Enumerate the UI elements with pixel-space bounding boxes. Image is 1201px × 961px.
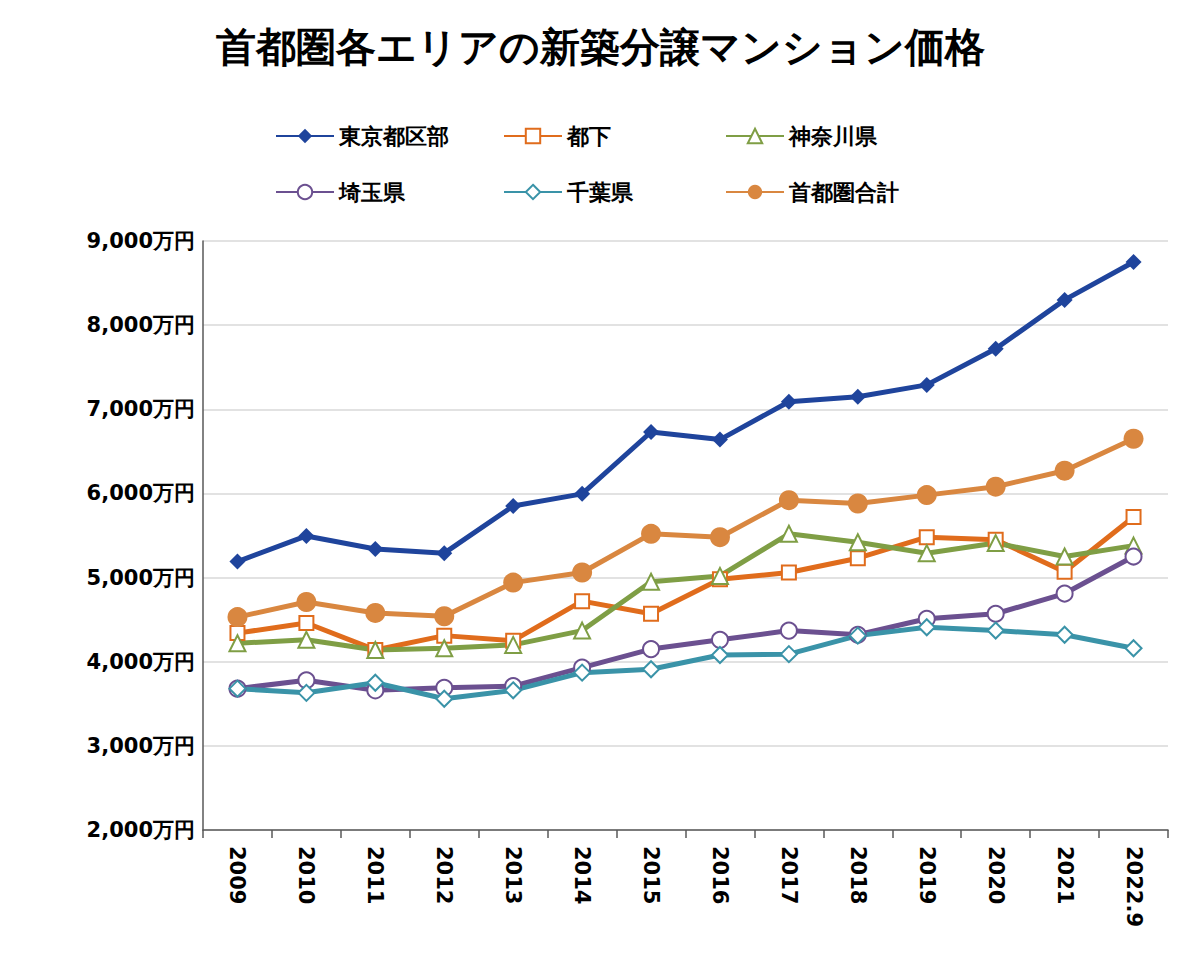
svg-text:2,000万円: 2,000万円 (87, 818, 195, 842)
svg-text:2012: 2012 (432, 846, 456, 904)
svg-text:東京都区部: 東京都区部 (338, 124, 449, 149)
svg-text:2016: 2016 (708, 846, 732, 904)
svg-text:2017: 2017 (777, 846, 801, 904)
svg-text:2009: 2009 (225, 846, 249, 904)
svg-text:神奈川県: 神奈川県 (788, 124, 878, 149)
svg-text:2014: 2014 (570, 846, 594, 904)
svg-text:埼玉県: 埼玉県 (338, 180, 406, 205)
svg-text:6,000万円: 6,000万円 (87, 481, 195, 505)
svg-text:千葉県: 千葉県 (566, 180, 634, 205)
svg-text:首都圏各エリアの新築分譲マンション価格: 首都圏各エリアの新築分譲マンション価格 (216, 24, 985, 70)
svg-text:2010: 2010 (294, 846, 318, 904)
svg-text:都下: 都下 (566, 124, 611, 149)
svg-text:7,000万円: 7,000万円 (87, 397, 195, 421)
svg-text:4,000万円: 4,000万円 (87, 650, 195, 674)
svg-text:2022.9: 2022.9 (1122, 846, 1146, 927)
svg-text:2015: 2015 (639, 846, 663, 904)
svg-text:2018: 2018 (846, 846, 870, 904)
svg-text:3,000万円: 3,000万円 (87, 734, 195, 758)
svg-text:首都圏合計: 首都圏合計 (788, 180, 899, 205)
svg-text:2013: 2013 (501, 846, 525, 904)
svg-text:9,000万円: 9,000万円 (87, 229, 195, 253)
svg-text:2019: 2019 (915, 846, 939, 904)
svg-text:2021: 2021 (1053, 846, 1077, 904)
svg-text:5,000万円: 5,000万円 (87, 566, 195, 590)
svg-text:2020: 2020 (984, 846, 1008, 904)
svg-text:2011: 2011 (363, 846, 387, 904)
svg-text:8,000万円: 8,000万円 (87, 313, 195, 337)
